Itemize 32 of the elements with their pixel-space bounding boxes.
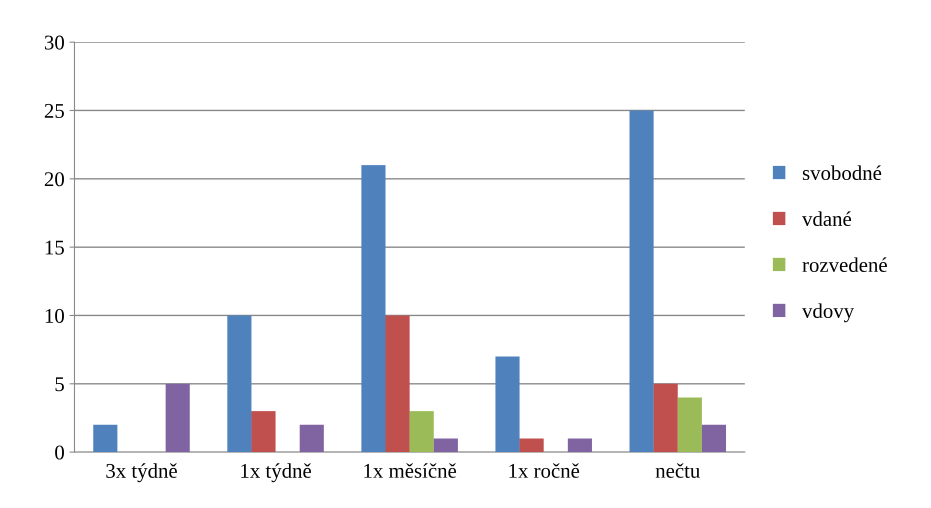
- x-tick-label: 1x týdně: [241, 463, 312, 482]
- x-tick-label: 1x měsíčně: [364, 463, 456, 478]
- bar: [568, 438, 592, 452]
- bar: [93, 424, 118, 452]
- bar: [410, 411, 434, 452]
- y-tick-label: 25: [44, 104, 64, 118]
- y-tick-label: 5: [56, 377, 64, 392]
- legend-label: rozvedené: [802, 257, 887, 272]
- bar: [702, 424, 726, 452]
- bar: [654, 384, 678, 452]
- x-tick-label: nečtu: [656, 463, 700, 478]
- y-tick-label: 0: [55, 445, 64, 460]
- bar: [495, 356, 520, 452]
- bar: [434, 438, 458, 452]
- legend-label: svobodné: [802, 165, 882, 180]
- legend-label: vdané: [802, 211, 852, 226]
- bar: [166, 384, 190, 452]
- bar: [386, 315, 410, 452]
- x-tick-label: 3x týdně: [106, 463, 177, 482]
- bar: [520, 438, 544, 452]
- bar: [227, 315, 252, 452]
- legend-label: vdovy: [802, 303, 854, 322]
- y-tick-label: 10: [46, 308, 64, 323]
- y-tick-label: 20: [44, 172, 64, 186]
- bar: [251, 411, 276, 452]
- x-tick-label: 1x ročně: [509, 463, 580, 478]
- bar: [678, 397, 702, 452]
- bar: [300, 424, 324, 452]
- bar: [361, 165, 386, 452]
- y-tick-label: 15: [46, 240, 64, 255]
- bar: [630, 110, 654, 452]
- y-tick-label: 30: [44, 36, 64, 50]
